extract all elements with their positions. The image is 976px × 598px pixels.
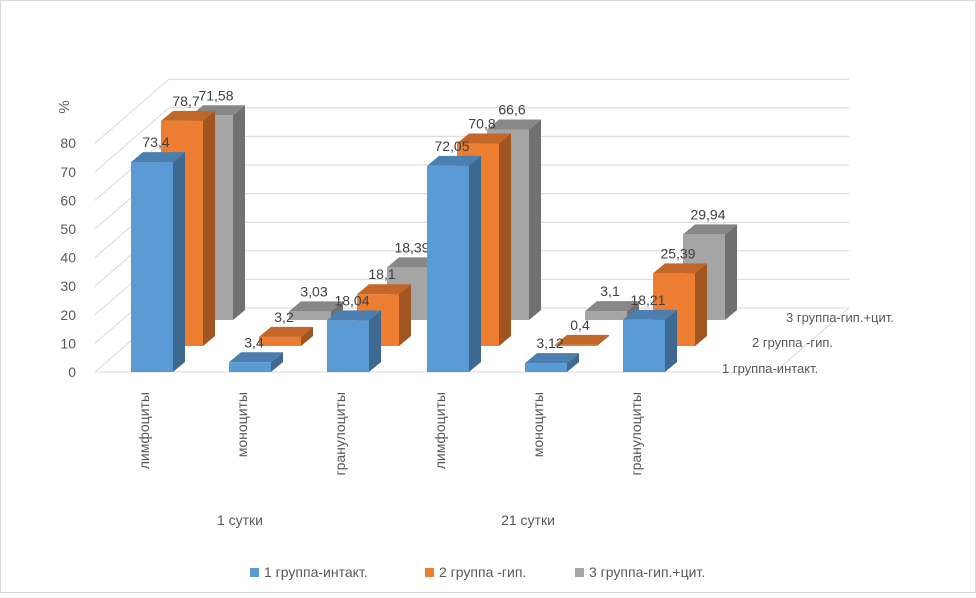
y-tick-label: 50	[60, 221, 76, 237]
bar-3-front	[289, 311, 331, 320]
bar-3-side	[233, 105, 245, 321]
data-label: 18,1	[368, 266, 395, 282]
legend-label: 2 группа -гип.	[439, 564, 526, 580]
category-label: моноциты	[234, 392, 250, 457]
bar-1-top	[229, 352, 283, 363]
data-label: 3,12	[536, 335, 563, 351]
bar-1-front	[131, 162, 173, 372]
data-label: 71,58	[198, 87, 233, 103]
bar-2-side	[695, 263, 707, 346]
bar-2-side	[499, 133, 511, 346]
y-tick-label: 70	[60, 164, 76, 180]
bar-3-top	[289, 301, 343, 312]
y-tick-label: 20	[60, 307, 76, 323]
data-label: 70,8	[468, 116, 495, 132]
y-tick-label: 40	[60, 250, 76, 266]
bar-1-side	[173, 152, 185, 372]
data-label: 25,39	[660, 245, 695, 261]
bar-2-top	[653, 263, 707, 274]
legend-swatch	[250, 568, 259, 577]
category-label: лимфоциты	[432, 392, 448, 469]
category-label: гранулоциты	[332, 392, 348, 476]
bar-2-side	[597, 334, 609, 346]
bar-3-side	[529, 119, 541, 320]
bar-2-top	[357, 284, 411, 295]
floor-right-edge	[774, 307, 850, 373]
side-gridline	[94, 107, 170, 173]
data-label: 3,4	[244, 334, 264, 350]
bar-2-side	[301, 326, 313, 346]
bar-1-front	[623, 319, 665, 372]
legend-swatch	[425, 568, 434, 577]
bar-3-front	[585, 311, 627, 320]
data-label: 73,4	[142, 134, 169, 150]
bar-3-top	[487, 119, 541, 130]
legend-swatch	[575, 568, 584, 577]
data-label: 0,4	[570, 317, 590, 333]
bar-1-front	[427, 165, 469, 372]
data-label: 18,04	[334, 292, 369, 308]
data-label: 3,03	[300, 283, 327, 299]
group-label: 21 сутки	[501, 512, 555, 528]
depth-axis-label: 1 группа-интакт.	[722, 361, 818, 376]
bar-2-front	[555, 344, 597, 346]
bar-3-side	[725, 224, 737, 320]
bar-1-front	[327, 320, 369, 372]
y-tick-label: 30	[60, 278, 76, 294]
data-label: 78,7	[172, 93, 199, 109]
y-tick-label: 80	[60, 135, 76, 151]
bar-2-top	[555, 334, 609, 345]
group-label: 1 сутки	[217, 512, 263, 528]
legend-label: 1 группа-интакт.	[264, 564, 368, 580]
data-label: 29,94	[690, 206, 725, 222]
bar-2-side	[203, 110, 215, 346]
bar-1-side	[369, 310, 381, 372]
data-label: 3,2	[274, 309, 294, 325]
legend-label: 3 группа-гип.+цит.	[589, 564, 705, 580]
bar-2-front	[259, 336, 301, 346]
depth-axis-label: 2 группа -гип.	[752, 335, 833, 350]
bar-1-top	[327, 310, 381, 321]
y-tick-label: 0	[68, 364, 76, 380]
bar-1-top	[131, 152, 185, 163]
data-label: 3,1	[600, 283, 620, 299]
bar-1-side	[271, 352, 283, 372]
bar-1-side	[665, 309, 677, 372]
bar-1-front	[525, 363, 567, 372]
bar-2-top	[161, 110, 215, 121]
bar-1-top	[525, 353, 579, 364]
data-label: 66,6	[498, 102, 525, 118]
side-gridline	[94, 78, 170, 144]
bar-2-top	[259, 326, 313, 337]
y-axis-title: %	[56, 100, 73, 113]
bar-2-top	[457, 133, 511, 144]
data-label: 72,05	[434, 138, 469, 154]
y-tick-label: 60	[60, 192, 76, 208]
data-label: 18,21	[630, 292, 665, 308]
bar-1-top	[623, 309, 677, 320]
category-label: лимфоциты	[136, 392, 152, 469]
depth-axis-label: 3 группа-гип.+цит.	[786, 310, 894, 325]
category-label: гранулоциты	[628, 392, 644, 476]
bar-1-front	[229, 362, 271, 372]
bar-3-top	[585, 301, 639, 312]
bar-2-side	[399, 284, 411, 346]
category-label: моноциты	[530, 392, 546, 457]
bar-3-top	[683, 224, 737, 235]
y-tick-label: 10	[60, 335, 76, 351]
bar-1-top	[427, 155, 481, 166]
bar-1-side	[567, 353, 579, 372]
bar-1-side	[469, 155, 481, 372]
data-label: 18,39	[394, 239, 429, 255]
